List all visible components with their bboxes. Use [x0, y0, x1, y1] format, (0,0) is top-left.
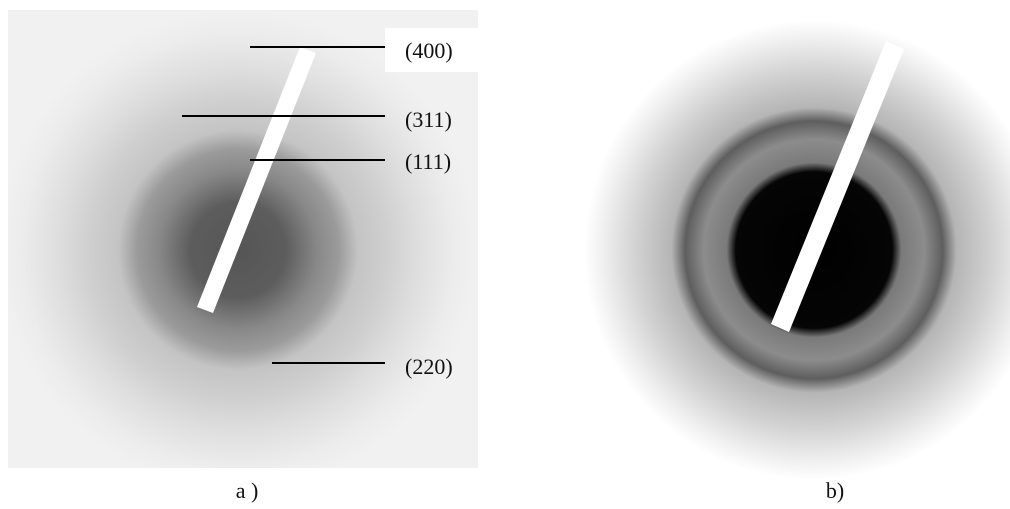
diffraction-pattern	[8, 10, 478, 468]
ring-label: (311)	[405, 107, 452, 132]
ring-label: (220)	[405, 354, 453, 379]
ring-label: (111)	[405, 149, 451, 174]
diffraction-pattern	[584, 20, 1010, 480]
ring-label: (400)	[405, 38, 453, 63]
caption: a )	[236, 478, 259, 503]
panel-a: (400) (311) (111) (220) a )	[8, 10, 485, 503]
figure: (400) (311) (111) (220) a ) b)	[0, 0, 1010, 509]
caption: b)	[826, 478, 844, 503]
panel-b: b)	[584, 20, 1010, 503]
